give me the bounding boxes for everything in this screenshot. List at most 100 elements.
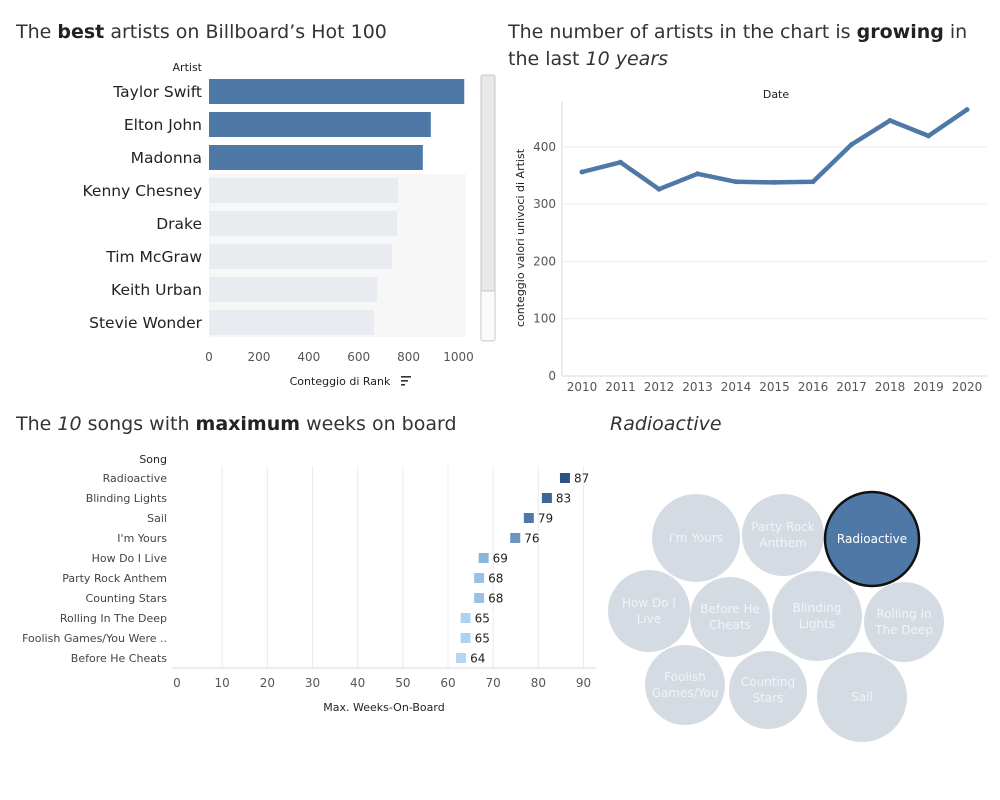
- line-point[interactable]: [695, 171, 700, 177]
- line-y-tick: 300: [533, 197, 556, 211]
- bubble-label: How Do I: [622, 596, 676, 610]
- artist-label: Taylor Swift: [112, 83, 202, 101]
- artist-bar[interactable]: [209, 211, 398, 236]
- songs-x-axis-label: Max. Weeks-On-Board: [323, 701, 444, 714]
- song-label: Foolish Games/You Were ..: [22, 632, 167, 645]
- line-y-tick: 200: [533, 254, 556, 268]
- songs-x-tick: 30: [305, 676, 320, 690]
- song-data-label: 69: [493, 552, 508, 566]
- bubble-label: Live: [637, 612, 662, 626]
- line-point[interactable]: [656, 186, 662, 192]
- line-point[interactable]: [579, 169, 585, 175]
- song-bar[interactable]: [510, 533, 521, 543]
- sort-icon[interactable]: [401, 376, 411, 386]
- line-x-tick: 2015: [759, 380, 790, 394]
- line-x-tick: 2017: [836, 380, 867, 394]
- songs-x-tick: 70: [486, 676, 501, 690]
- song-data-label: 64: [470, 652, 485, 666]
- artists-x-axis-label: Conteggio di Rank: [290, 375, 391, 388]
- song-bar[interactable]: [474, 593, 485, 603]
- song-data-label: 76: [524, 532, 539, 546]
- song-bar[interactable]: [460, 613, 471, 623]
- artist-bar[interactable]: [209, 277, 378, 302]
- line-point[interactable]: [926, 133, 931, 139]
- song-label: Counting Stars: [86, 592, 168, 605]
- song-bubble[interactable]: Foolish Games/You: [645, 645, 725, 725]
- song-label: How Do I Live: [92, 552, 168, 565]
- artist-label: Elton John: [124, 116, 202, 134]
- line-point[interactable]: [810, 179, 816, 185]
- bubble-label: Radioactive: [837, 532, 907, 546]
- artist-bar[interactable]: [209, 79, 465, 104]
- song-bar[interactable]: [474, 573, 485, 583]
- song-label: Sail: [147, 512, 167, 525]
- line-x-tick: 2016: [798, 380, 829, 394]
- line-point[interactable]: [618, 159, 623, 165]
- bubble-label: Games/You: [652, 686, 719, 700]
- song-label: Rolling In The Deep: [60, 612, 167, 625]
- song-bubble[interactable]: Before He Cheats: [690, 577, 770, 657]
- song-bar[interactable]: [456, 653, 467, 663]
- artist-label: Stevie Wonder: [89, 314, 202, 332]
- song-data-label: 79: [538, 512, 553, 526]
- line-y-tick: 0: [548, 369, 556, 383]
- song-bubble[interactable]: Counting Stars: [729, 651, 807, 729]
- songs-x-tick: 50: [395, 676, 410, 690]
- song-data-label: 83: [556, 492, 571, 506]
- artists-scrollbar-thumb[interactable]: [480, 74, 496, 292]
- song-label: Party Rock Anthem: [62, 572, 167, 585]
- line-point[interactable]: [849, 142, 854, 148]
- line-point[interactable]: [772, 179, 777, 185]
- line-x-tick: 2013: [682, 380, 713, 394]
- line-point[interactable]: [964, 107, 970, 113]
- song-label: Radioactive: [103, 472, 168, 485]
- line-point[interactable]: [887, 117, 893, 123]
- line-x-tick: 2012: [644, 380, 675, 394]
- song-label: Blinding Lights: [86, 492, 168, 505]
- artists-chart-title: The best artists on Billboard’s Hot 100: [16, 21, 387, 43]
- song-bar[interactable]: [523, 513, 534, 523]
- song-label: Before He Cheats: [71, 652, 167, 665]
- songs-x-tick: 10: [215, 676, 230, 690]
- bubble-label: Stars: [753, 691, 784, 705]
- artist-bar[interactable]: [209, 244, 392, 269]
- bubble-label: I'm Yours: [669, 531, 723, 545]
- songs-x-tick: 0: [173, 676, 181, 690]
- bubble-label: Cheats: [709, 618, 751, 632]
- song-bubble[interactable]: Rolling In The Deep: [864, 582, 944, 662]
- artist-bar[interactable]: [209, 145, 423, 170]
- artist-bar[interactable]: [209, 178, 399, 203]
- song-bubble[interactable]: How Do I Live: [608, 570, 690, 652]
- song-data-label: 87: [574, 472, 589, 486]
- song-bubble[interactable]: I'm Yours: [652, 494, 740, 582]
- artist-label: Madonna: [131, 149, 202, 167]
- bubble-label: Blinding: [793, 601, 842, 615]
- song-data-label: 68: [488, 592, 503, 606]
- song-bar[interactable]: [559, 473, 570, 483]
- line-x-tick: 2019: [913, 380, 944, 394]
- song-bar[interactable]: [478, 553, 489, 563]
- song-label: I'm Yours: [117, 532, 167, 545]
- line-point[interactable]: [733, 179, 739, 185]
- song-data-label: 65: [475, 632, 490, 646]
- song-bar[interactable]: [460, 633, 471, 643]
- song-data-label: 68: [488, 572, 503, 586]
- bubble-label: Foolish: [664, 670, 706, 684]
- song-bubble[interactable]: Sail: [817, 652, 907, 742]
- artists-x-tick: 600: [347, 350, 370, 364]
- line-x-tick: 2010: [567, 380, 598, 394]
- bubble-label: Party Rock: [751, 520, 814, 534]
- artist-bar[interactable]: [209, 112, 431, 137]
- song-bubble[interactable]: Party Rock Anthem: [742, 494, 824, 576]
- bubble-label: Sail: [851, 690, 873, 704]
- bubble-label: Rolling In: [876, 607, 931, 621]
- song-bar[interactable]: [541, 493, 552, 503]
- bubble-label: Lights: [799, 617, 835, 631]
- artist-bar[interactable]: [209, 310, 374, 335]
- song-bubble[interactable]: Radioactive: [823, 490, 921, 588]
- song-data-label: 65: [475, 612, 490, 626]
- song-bubble[interactable]: Blinding Lights: [772, 571, 862, 661]
